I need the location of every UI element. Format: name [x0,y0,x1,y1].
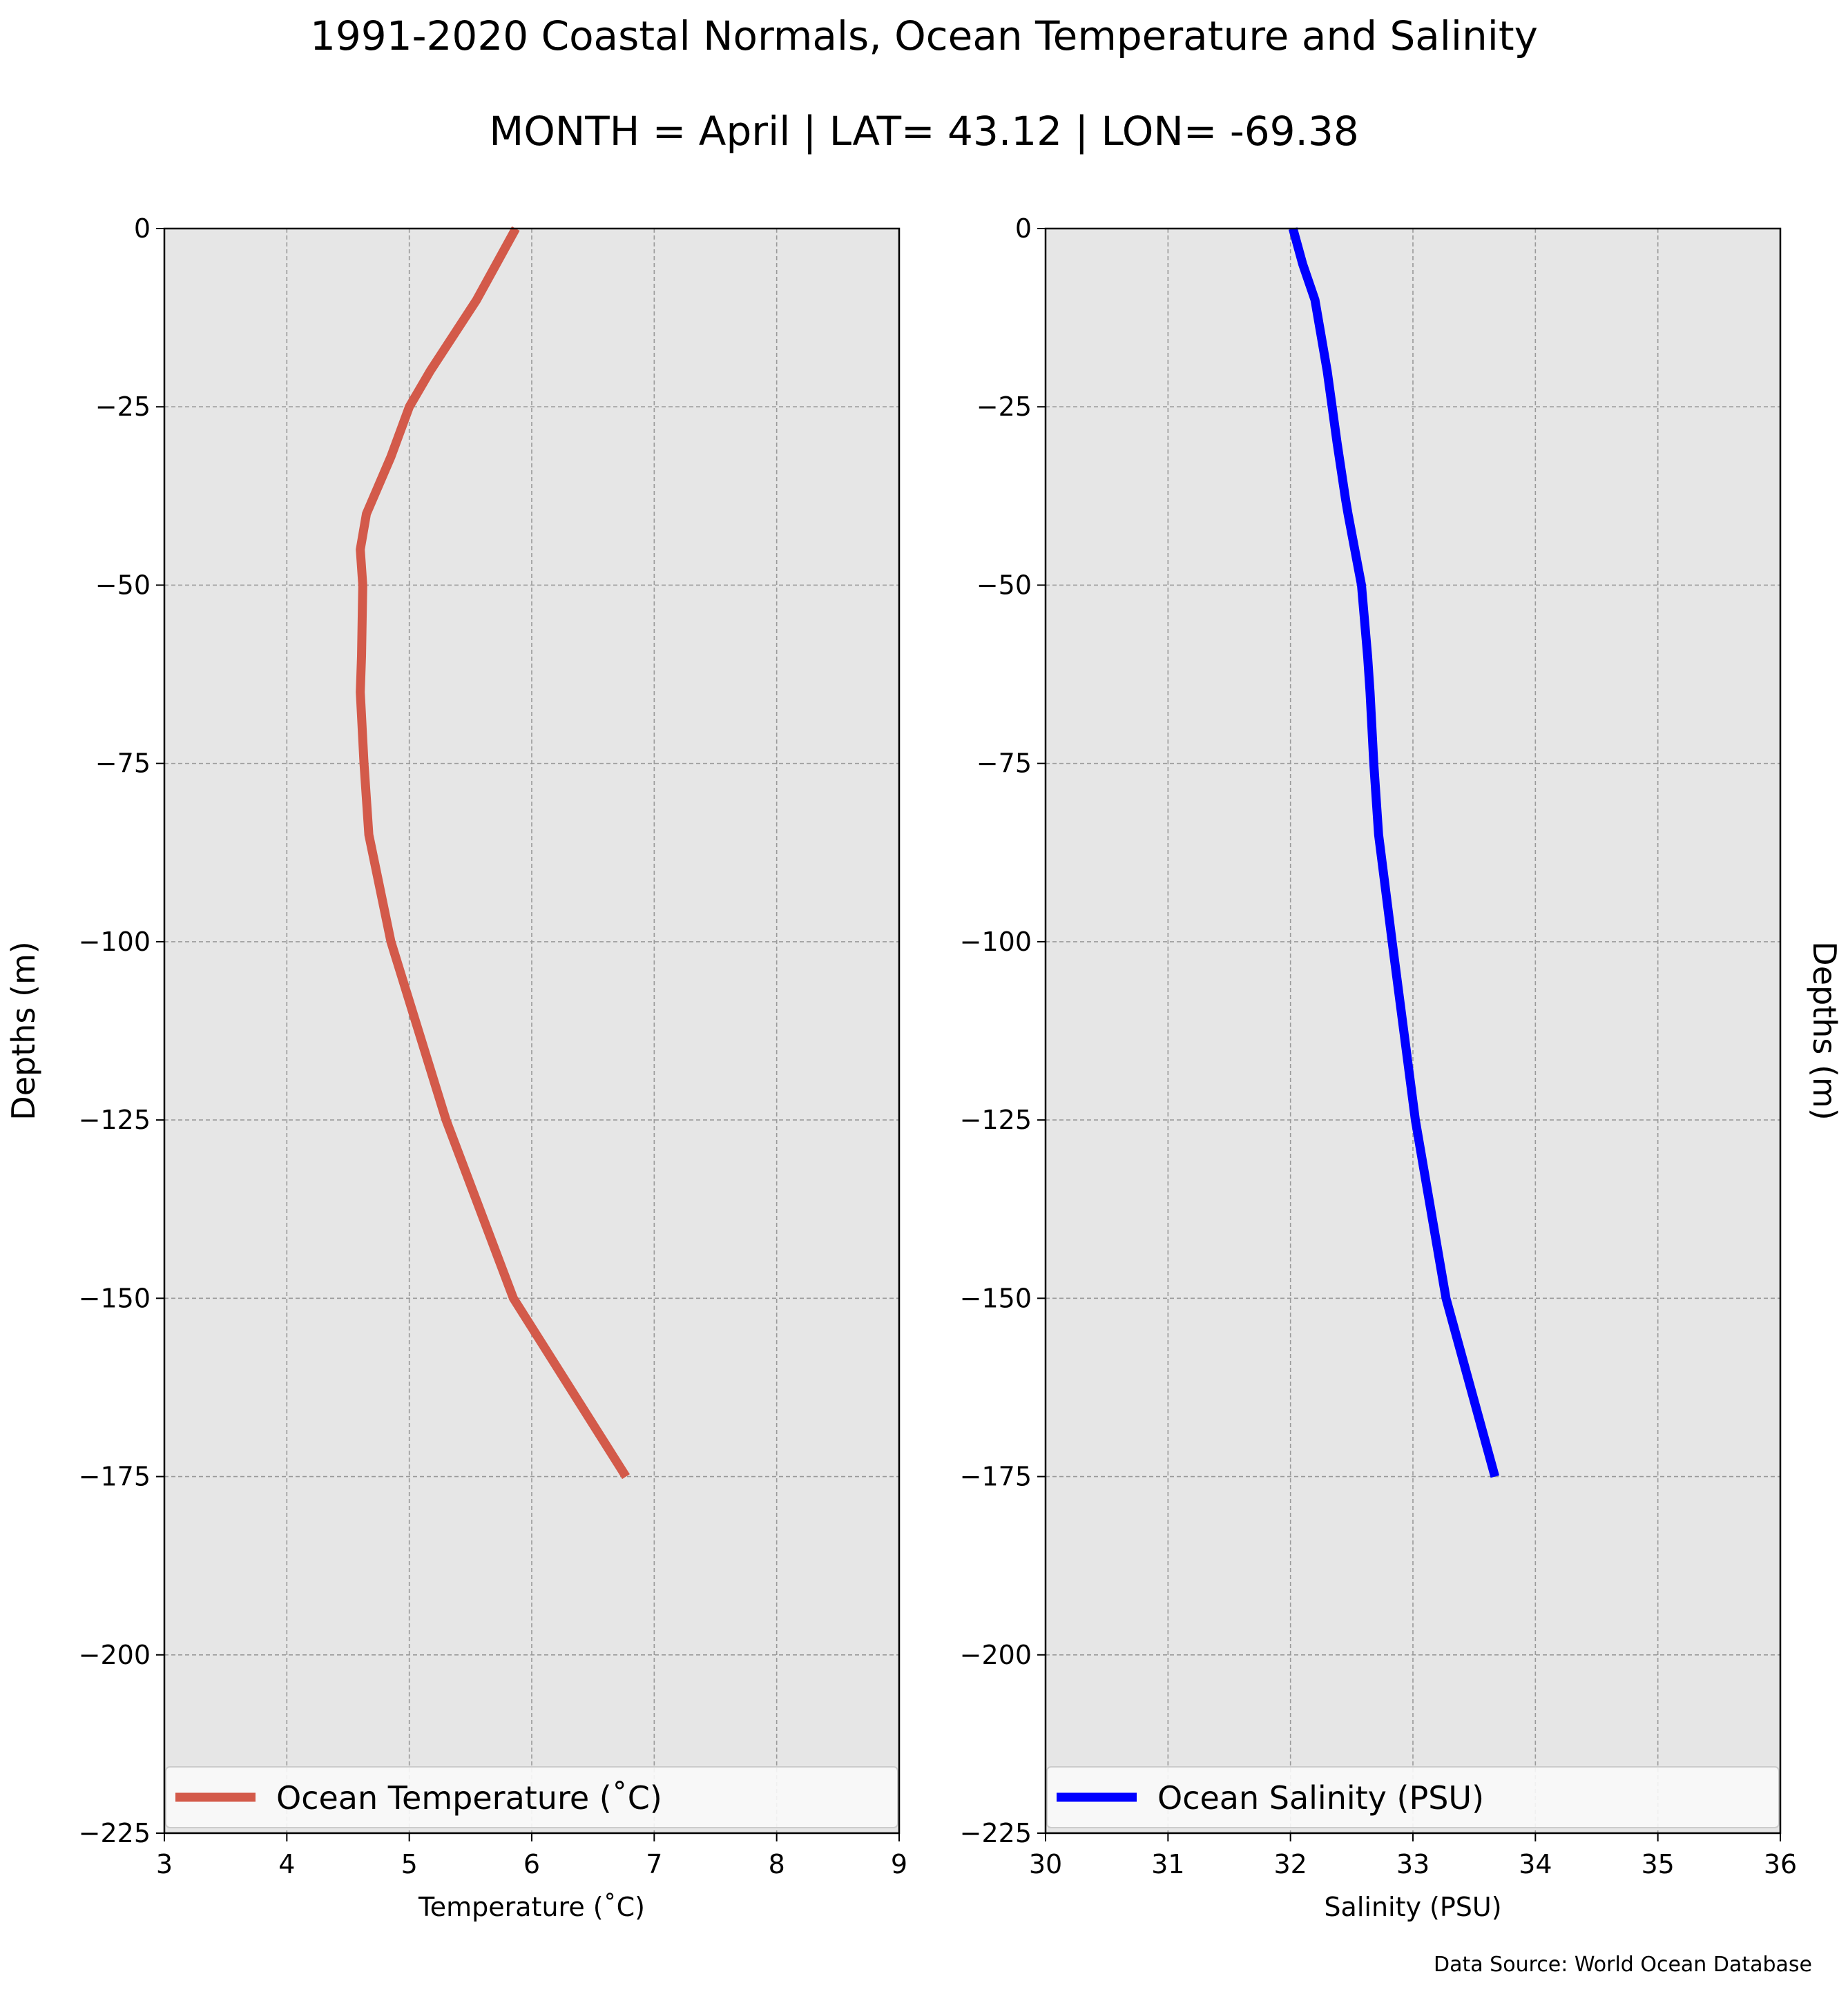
y-tick-label: −175 [960,1462,1032,1492]
x-tick-label: 6 [523,1849,540,1879]
y-tick-label: −200 [960,1640,1032,1670]
x-tick-label: 8 [769,1849,785,1879]
x-tick-label: 9 [891,1849,907,1879]
salinity-panel: Ocean Salinity (PSU) 30 31 32 33 34 35 36 0 −25 −5… [960,213,1843,1922]
x-tick-label: 5 [401,1849,418,1879]
y-tick-label: −100 [79,927,151,957]
x-tick-label: 30 [1029,1849,1062,1879]
y-tick-label: −150 [960,1283,1032,1313]
x-tick-label: 4 [278,1849,295,1879]
y-tick-label: −175 [79,1462,151,1492]
y-tick-label: −225 [960,1818,1032,1848]
y-tick-label: −200 [79,1640,151,1670]
y-tick-label: 0 [1015,213,1032,244]
y-tick-label: −125 [79,1105,151,1135]
x-tick-label: 36 [1764,1849,1797,1879]
x-tick-label: 32 [1273,1849,1307,1879]
y-tick-label: −150 [79,1283,151,1313]
temperature-panel: Ocean Temperature (˚C) 3 4 5 6 7 8 9 0 −25 −50 −75 −… [5,213,907,1922]
data-source-note: Data Source: World Ocean Database [1434,1953,1812,1977]
x-tick-label: 34 [1519,1849,1552,1879]
y-tick-label: −50 [976,570,1032,600]
legend-label: Ocean Temperature (˚C) [276,1779,662,1817]
y-tick-label: −100 [960,927,1032,957]
y-tick-label: −225 [79,1818,151,1848]
y-axis-label: Depths (m) [5,941,42,1120]
x-axis-label: Temperature (˚C) [418,1892,645,1922]
x-tick-label: 31 [1151,1849,1184,1879]
series-line [356,226,630,1480]
x-tick-label: 35 [1641,1849,1674,1879]
y-tick-label: −125 [960,1105,1032,1135]
y-tick-label: −25 [976,391,1032,422]
legend-box [1046,1766,1780,1828]
y-axis-label: Depths (m) [1806,941,1843,1120]
x-tick-label: 3 [156,1849,173,1879]
x-tick-label: 7 [646,1849,662,1879]
y-tick-label: −50 [95,570,151,600]
x-axis-label: Salinity (PSU) [1324,1892,1501,1922]
y-tick-label: −25 [95,391,151,422]
x-tick-label: 33 [1396,1849,1430,1879]
legend-label: Ocean Salinity (PSU) [1157,1779,1484,1817]
chart-title: 1991-2020 Coastal Normals, Ocean Tempera… [310,12,1538,59]
series-line [1288,227,1500,1478]
y-tick-label: −75 [976,748,1032,779]
legend-box [165,1766,898,1828]
y-tick-label: −75 [95,748,151,779]
chart-subtitle: MONTH = April | LAT= 43.12 | LON= -69.38 [489,108,1359,155]
y-tick-label: 0 [134,213,151,244]
